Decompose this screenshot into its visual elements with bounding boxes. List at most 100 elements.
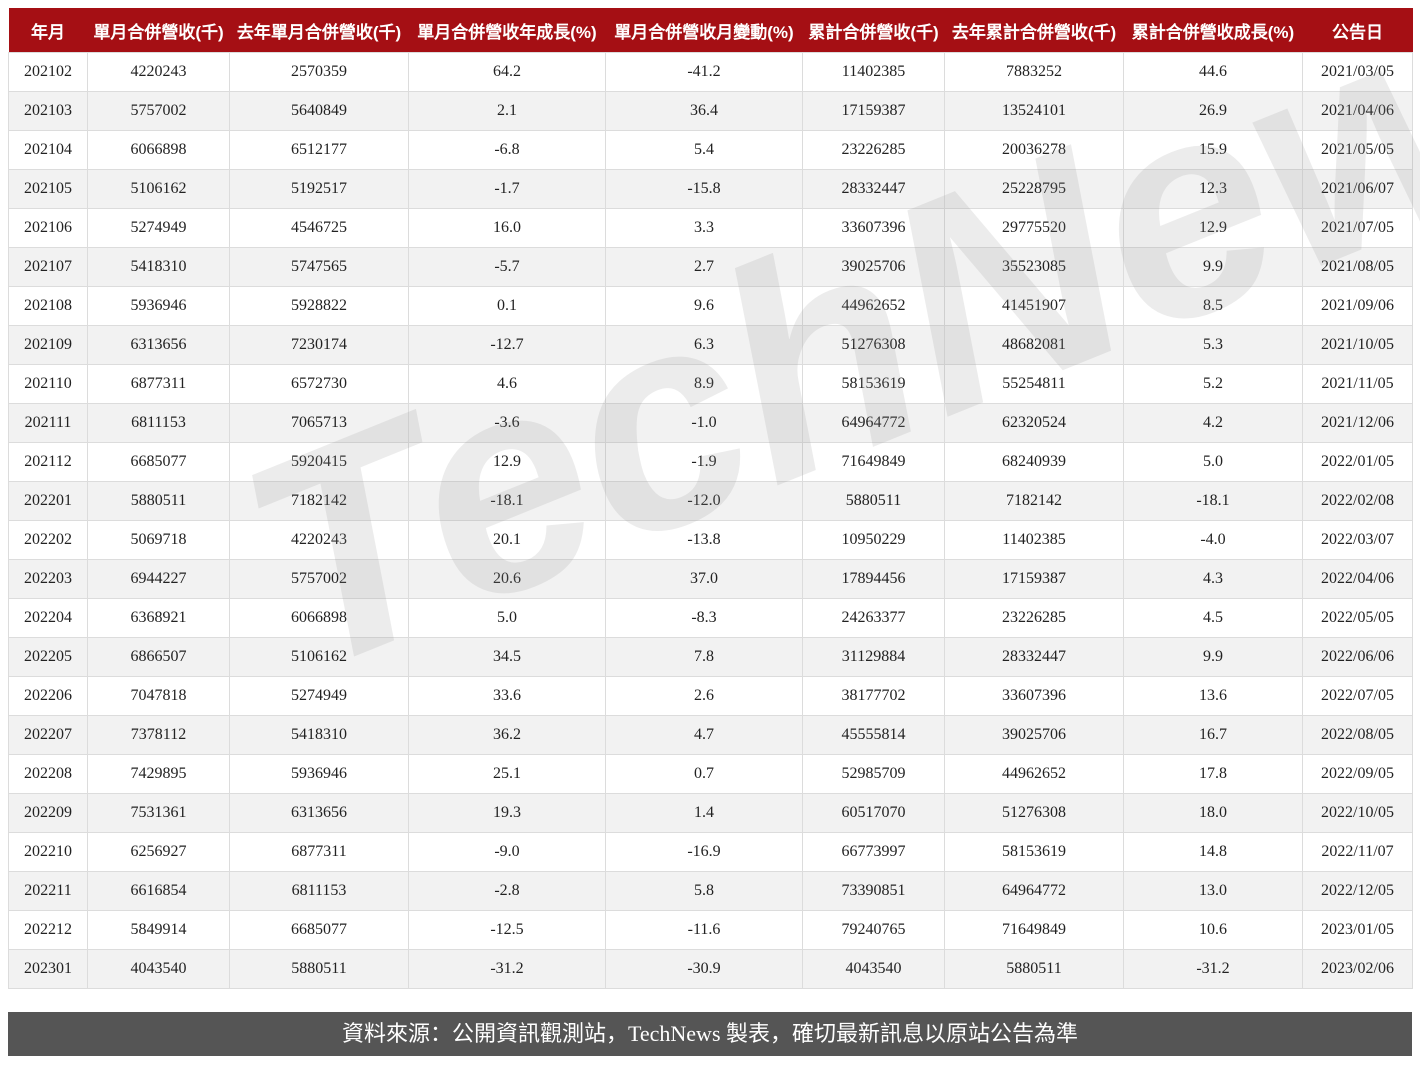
table-cell: 8.5 — [1123, 286, 1303, 326]
table-cell: 5.4 — [605, 130, 803, 170]
table-cell: 10950229 — [802, 520, 945, 560]
table-cell: 6616854 — [87, 871, 230, 911]
table-cell: 5106162 — [87, 169, 230, 209]
table-cell: 2022/11/07 — [1302, 832, 1413, 872]
table-row: 202202 5069718 4220243 20.1 -13.8 10950229 114… — [8, 520, 1413, 560]
header-cell: 累計合併營收成長(%) — [1123, 8, 1303, 53]
table-cell: 44962652 — [944, 754, 1124, 794]
table-cell: 33607396 — [944, 676, 1124, 716]
table-cell: 5747565 — [229, 247, 409, 287]
table-cell: 2021/04/06 — [1302, 91, 1413, 131]
table-cell: 4.6 — [408, 364, 606, 404]
table-cell: 5640849 — [229, 91, 409, 131]
table-cell: 5936946 — [87, 286, 230, 326]
table-cell: 13524101 — [944, 91, 1124, 131]
table-cell: 7065713 — [229, 403, 409, 443]
table-cell: 2023/02/06 — [1302, 949, 1413, 989]
table-cell: 202103 — [8, 91, 88, 131]
table-cell: -4.0 — [1123, 520, 1303, 560]
table-cell: 28332447 — [802, 169, 945, 209]
table-cell: -9.0 — [408, 832, 606, 872]
table-cell: 202301 — [8, 949, 88, 989]
table-cell: 2021/11/05 — [1302, 364, 1413, 404]
header-cell: 單月合併營收(千) — [87, 8, 230, 53]
table-cell: 7378112 — [87, 715, 230, 755]
table-cell: 2022/05/05 — [1302, 598, 1413, 638]
table-cell: 202112 — [8, 442, 88, 482]
table-cell: 11402385 — [802, 52, 945, 92]
table-cell: 14.8 — [1123, 832, 1303, 872]
table-row: 202205 6866507 5106162 34.5 7.8 31129884 28332… — [8, 637, 1413, 677]
table-cell: 33.6 — [408, 676, 606, 716]
table-cell: 15.9 — [1123, 130, 1303, 170]
table-cell: 5936946 — [229, 754, 409, 794]
table-cell: 5106162 — [229, 637, 409, 677]
table-cell: 2021/09/06 — [1302, 286, 1413, 326]
table-row: 202208 7429895 5936946 25.1 0.7 52985709 44962… — [8, 754, 1413, 794]
table-cell: 202105 — [8, 169, 88, 209]
table-cell: 7047818 — [87, 676, 230, 716]
table-cell: 0.1 — [408, 286, 606, 326]
header-cell: 單月合併營收月變動(%) — [605, 8, 803, 53]
table-cell: 2022/09/05 — [1302, 754, 1413, 794]
table-cell: 33607396 — [802, 208, 945, 248]
table-cell: 2570359 — [229, 52, 409, 92]
table-cell: 6313656 — [229, 793, 409, 833]
table-cell: 202102 — [8, 52, 88, 92]
table-cell: 9.9 — [1123, 247, 1303, 287]
table-row: 202201 5880511 7182142 -18.1 -12.0 5880511 718… — [8, 481, 1413, 521]
table-cell: 23226285 — [944, 598, 1124, 638]
table-cell: -31.2 — [408, 949, 606, 989]
table-row: 202106 5274949 4546725 16.0 3.3 33607396 29775… — [8, 208, 1413, 248]
table-cell: 6512177 — [229, 130, 409, 170]
table-cell: 202110 — [8, 364, 88, 404]
table-cell: 26.9 — [1123, 91, 1303, 131]
table-cell: 36.4 — [605, 91, 803, 131]
table-cell: -41.2 — [605, 52, 803, 92]
table-cell: 66773997 — [802, 832, 945, 872]
table-cell: 5.8 — [605, 871, 803, 911]
table-cell: 58153619 — [944, 832, 1124, 872]
table-cell: 7531361 — [87, 793, 230, 833]
table-cell: 20.6 — [408, 559, 606, 599]
table-row: 202210 6256927 6877311 -9.0 -16.9 66773997 581… — [8, 832, 1413, 872]
table-cell: 6811153 — [87, 403, 230, 443]
table-cell: 202207 — [8, 715, 88, 755]
header-cell: 去年單月合併營收(千) — [229, 8, 409, 53]
table-cell: 11402385 — [944, 520, 1124, 560]
table-row: 202209 7531361 6313656 19.3 1.4 60517070 51276… — [8, 793, 1413, 833]
table-cell: 202205 — [8, 637, 88, 677]
table-cell: 2022/03/07 — [1302, 520, 1413, 560]
table-cell: 6572730 — [229, 364, 409, 404]
table-cell: 24263377 — [802, 598, 945, 638]
table-cell: 202107 — [8, 247, 88, 287]
table-cell: 20.1 — [408, 520, 606, 560]
table-cell: 20036278 — [944, 130, 1124, 170]
table-cell: 44962652 — [802, 286, 945, 326]
table-cell: 202104 — [8, 130, 88, 170]
table-cell: 23226285 — [802, 130, 945, 170]
table-cell: 0.7 — [605, 754, 803, 794]
table-cell: 16.7 — [1123, 715, 1303, 755]
table-cell: 2021/12/06 — [1302, 403, 1413, 443]
table-row: 202212 5849914 6685077 -12.5 -11.6 79240765 71… — [8, 910, 1413, 950]
table-cell: 2021/03/05 — [1302, 52, 1413, 92]
table-row: 202207 7378112 5418310 36.2 4.7 45555814 39025… — [8, 715, 1413, 755]
table-cell: 12.3 — [1123, 169, 1303, 209]
table-row: 202109 6313656 7230174 -12.7 6.3 51276308 4868… — [8, 325, 1413, 365]
header-cell: 單月合併營收年成長(%) — [408, 8, 606, 53]
table-cell: 1.4 — [605, 793, 803, 833]
table-cell: -13.8 — [605, 520, 803, 560]
table-cell: 4.2 — [1123, 403, 1303, 443]
table-cell: 58153619 — [802, 364, 945, 404]
table-cell: 2022/02/08 — [1302, 481, 1413, 521]
table-cell: 5069718 — [87, 520, 230, 560]
table-cell: -1.9 — [605, 442, 803, 482]
table-cell: 202201 — [8, 481, 88, 521]
table-cell: 64964772 — [944, 871, 1124, 911]
table-cell: 6944227 — [87, 559, 230, 599]
table-cell: 6685077 — [87, 442, 230, 482]
table-cell: 2.7 — [605, 247, 803, 287]
revenue-table: 年月 單月合併營收(千) 去年單月合併營收(千) 單月合併營收年成長(%) 單月合併營收… — [8, 8, 1413, 989]
table-cell: -30.9 — [605, 949, 803, 989]
